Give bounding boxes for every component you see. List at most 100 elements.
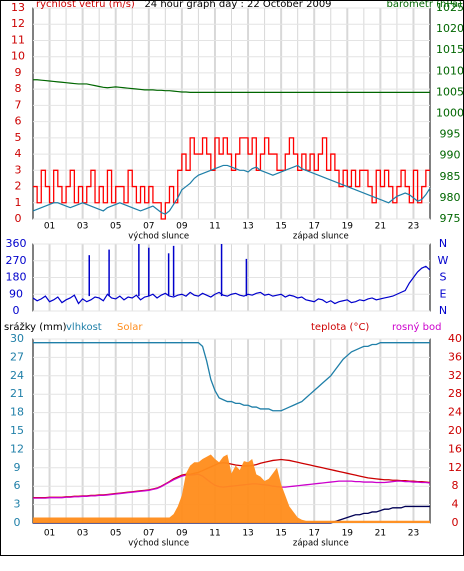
panel3-xtick-label: 07 (143, 529, 154, 539)
panel3-label-humidity: vlhkost (66, 322, 102, 333)
panel3-sunrise-label: východ slunce (128, 539, 189, 549)
panel1-y2tick-label: 1010 (436, 64, 464, 77)
panel1-ytick-label: 11 (11, 33, 25, 46)
panel3-xtick-label: 17 (308, 529, 319, 539)
panel1-y2tick-label: 1000 (436, 107, 464, 120)
panel1-xtick-label: 07 (143, 222, 154, 232)
panel3-ytick-label: 27 (10, 350, 24, 363)
panel1-ytick-label: 9 (15, 66, 22, 79)
panel1-xtick-label: 23 (408, 222, 419, 232)
panel3-ytick-label: 6 (14, 479, 21, 492)
series-line-rychlost-vetru-m-s- (33, 137, 430, 220)
panel3-ytick-label: 18 (10, 406, 24, 419)
panel1-y2tick-label: 1005 (436, 85, 464, 98)
panel3-label-solar: Solar (117, 322, 143, 333)
panel2-ytick-label: 180 (6, 271, 27, 284)
panel1-xtick-label: 03 (77, 222, 88, 232)
panel2-ytick-label: 360 (6, 237, 27, 250)
panel1-y2label: barometr (hPa) (387, 0, 463, 10)
panel3-ytick-label: 9 (14, 461, 21, 474)
panel1-ytick-label: 1 (15, 196, 22, 209)
panel2-compass-label: W (438, 254, 449, 267)
series-solar-area (33, 454, 430, 523)
panel3-ytick-label: 30 (10, 332, 24, 345)
panel3-xtick-label: 05 (110, 529, 121, 539)
panel3-ytick-label: 12 (10, 442, 24, 455)
panel3-label-rain: srážky (mm) (4, 321, 67, 333)
panel1-ytick-label: 8 (15, 82, 22, 95)
panel3-xtick-label: 21 (375, 529, 386, 539)
panel3-ytick-label: 15 (10, 424, 24, 437)
panel2-ytick-label: 90 (9, 287, 23, 300)
panel1-y2tick-label: 1015 (436, 43, 464, 56)
panel1-ytick-label: 10 (11, 50, 25, 63)
panel3-ytick-label: 0 (14, 516, 21, 529)
panel3-y2tick-label: 8 (452, 479, 459, 492)
wind-pressure-panel: 0123456789101112139759809859909951000100… (11, 0, 464, 242)
panel1-ytick-label: 13 (11, 1, 25, 14)
panel1-ytick-label: 7 (15, 98, 22, 111)
panel1-xtick-label: 15 (275, 222, 286, 232)
panel1-ytick-label: 0 (15, 212, 22, 225)
panel1-xtick-label: 09 (176, 222, 188, 232)
panel1-xtick-label: 05 (110, 222, 121, 232)
panel3-xtick-label: 11 (209, 529, 220, 539)
panel1-ytick-label: 5 (15, 131, 22, 144)
wind-direction-panel: 0 N 90 E 180 S 270 W 360 N (6, 237, 449, 317)
panel3-xtick-label: 13 (242, 529, 253, 539)
panel1-xtick-label: 11 (209, 222, 220, 232)
panel2-compass-label: E (440, 287, 447, 300)
panel1-y2tick-label: 990 (440, 149, 461, 162)
panel1-ytick-label: 6 (15, 115, 22, 128)
panel1-ytick-label: 4 (15, 147, 22, 160)
panel2-ytick-label: 0 (13, 304, 20, 317)
panel3-y2tick-label: 0 (452, 516, 459, 529)
panel1-xtick-label: 01 (44, 222, 55, 232)
panel1-y2tick-label: 975 (440, 212, 461, 225)
chart-title: 24 hour graph day : 22 October 2009 (144, 0, 331, 10)
panel3-xtick-label: 19 (342, 529, 354, 539)
panel1-ytick-label: 3 (15, 163, 22, 176)
panel3-xtick-label: 03 (77, 529, 88, 539)
panel1-xtick-label: 17 (308, 222, 319, 232)
panel3-xtick-label: 01 (44, 529, 55, 539)
panel1-ytick-label: 12 (11, 17, 25, 30)
panel3-y2tick-label: 32 (448, 369, 462, 382)
panel2-compass-label: N (439, 237, 447, 250)
panel3-xtick-label: 09 (176, 529, 188, 539)
panel1-y2tick-label: 980 (440, 191, 461, 204)
panel3-y2tick-label: 36 (448, 350, 462, 363)
panel1-ytick-label: 2 (15, 180, 22, 193)
panel3-ytick-label: 3 (14, 498, 21, 511)
panel3-y2tick-label: 40 (448, 332, 462, 345)
panel3-label-dewpoint: rosný bod (392, 321, 441, 333)
panel3-y2tick-label: 12 (448, 461, 462, 474)
series-vlhkost-line (33, 342, 430, 412)
sunrise-label: východ slunce (128, 232, 189, 242)
panel3-ytick-label: 24 (10, 369, 24, 382)
panel1-y2tick-label: 985 (440, 170, 461, 183)
panel1-xtick-label: 21 (375, 222, 386, 232)
panel3-label-temperature: teplota (°C) (311, 322, 369, 333)
panel1-ylabel: rychlost vetru (m/s) (36, 0, 135, 10)
series-line-wind-direction (32, 265, 431, 305)
series-line-barometr-hpa- (33, 79, 430, 93)
panel3-sunset-label: západ slunce (293, 539, 349, 549)
panel1-y2tick-label: 995 (440, 128, 461, 141)
panel1-xtick-label: 19 (342, 222, 354, 232)
panel1-y2tick-label: 1020 (436, 22, 464, 35)
panel2-compass-label: N (439, 304, 447, 317)
panel1-y2tick-label: 1025 (436, 1, 464, 14)
panel3-y2tick-label: 16 (448, 442, 462, 455)
panel3-y2tick-label: 24 (448, 406, 462, 419)
panel1-xtick-label: 13 (242, 222, 253, 232)
panel3-xtick-label: 15 (275, 529, 286, 539)
panel3-ytick-label: 21 (10, 387, 24, 400)
panel2-compass-label: S (440, 271, 447, 284)
sunset-label: západ slunce (293, 232, 349, 242)
panel3-y2tick-label: 20 (448, 424, 462, 437)
panel3-y2tick-label: 4 (452, 498, 459, 511)
